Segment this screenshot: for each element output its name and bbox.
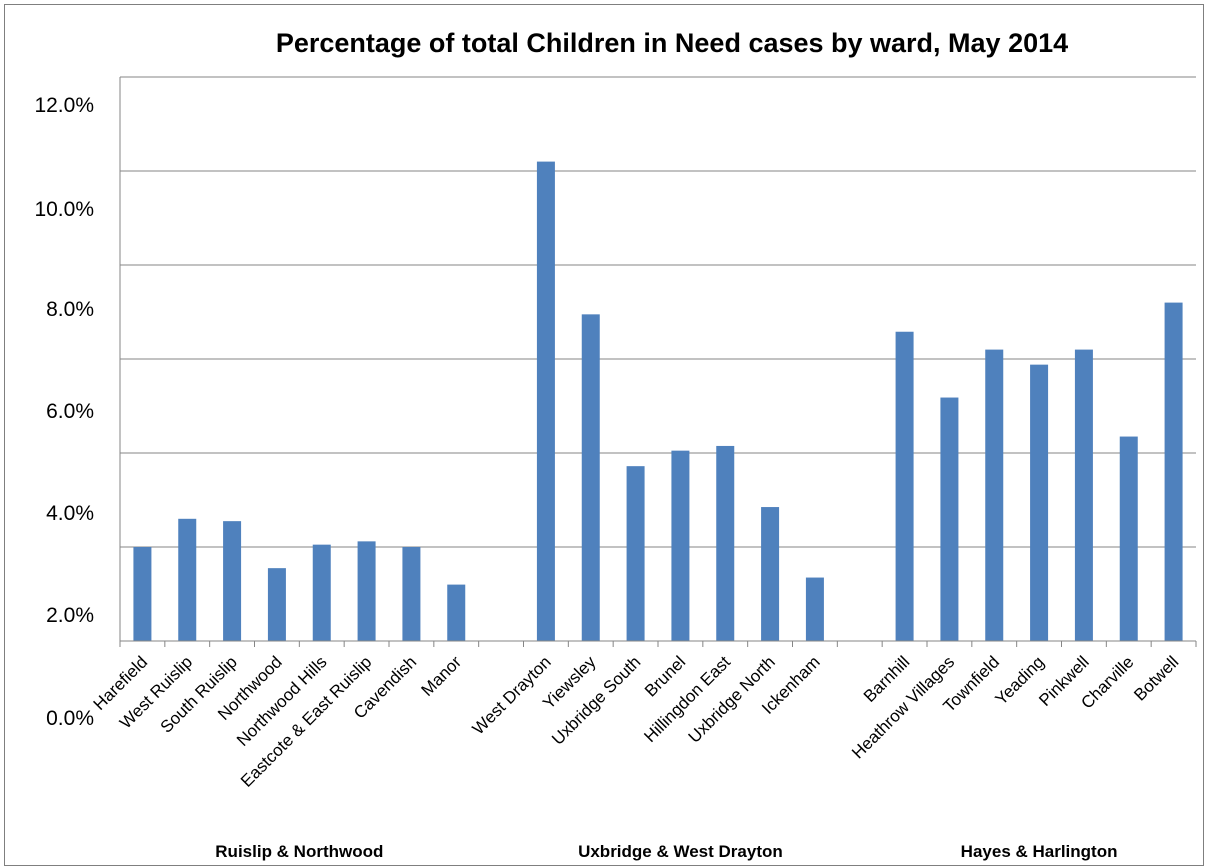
bar <box>133 547 152 641</box>
bar <box>312 544 331 641</box>
bar <box>581 314 600 641</box>
gridlines <box>120 76 1196 548</box>
bar <box>267 568 286 641</box>
y-axis: 0.0% 2.0% 4.0% 6.0% 8.0% 10.0% 12.0% <box>34 77 121 730</box>
bar <box>223 521 242 641</box>
bar <box>1030 364 1049 641</box>
bar <box>761 507 780 641</box>
y-tick-label: 2.0% <box>46 604 94 627</box>
bar <box>402 547 421 641</box>
x-tick-label: Botwell <box>1130 652 1182 704</box>
bar <box>626 466 645 641</box>
bar <box>1074 349 1093 641</box>
bar <box>895 331 914 641</box>
y-tick-label: 4.0% <box>46 502 94 525</box>
bar <box>985 349 1004 641</box>
y-tick-label: 8.0% <box>46 298 94 321</box>
bar <box>1119 436 1138 641</box>
bar <box>447 584 466 641</box>
bar <box>940 397 959 641</box>
y-tick-label: 12.0% <box>34 94 94 117</box>
bar <box>716 445 735 641</box>
chart-title: Percentage of total Children in Need cas… <box>276 28 1068 58</box>
group-label: Ruislip & Northwood <box>215 842 383 861</box>
x-tick-label: Manor <box>418 652 466 700</box>
chart-frame <box>4 4 1204 866</box>
bar <box>178 518 197 641</box>
bars <box>133 161 1183 641</box>
x-axis <box>119 640 1197 647</box>
y-tick-label: 10.0% <box>34 198 94 221</box>
y-tick-label: 6.0% <box>46 400 94 423</box>
group-label: Uxbridge & West Drayton <box>578 842 783 861</box>
bar <box>1164 302 1183 641</box>
bar <box>671 450 690 641</box>
y-tick-label: 0.0% <box>46 707 94 730</box>
bar <box>536 161 555 641</box>
bar <box>357 541 376 641</box>
group-labels: Ruislip & Northwood Uxbridge & West Drayt… <box>215 842 1117 861</box>
group-label: Hayes & Harlington <box>961 842 1118 861</box>
bar <box>805 577 824 641</box>
